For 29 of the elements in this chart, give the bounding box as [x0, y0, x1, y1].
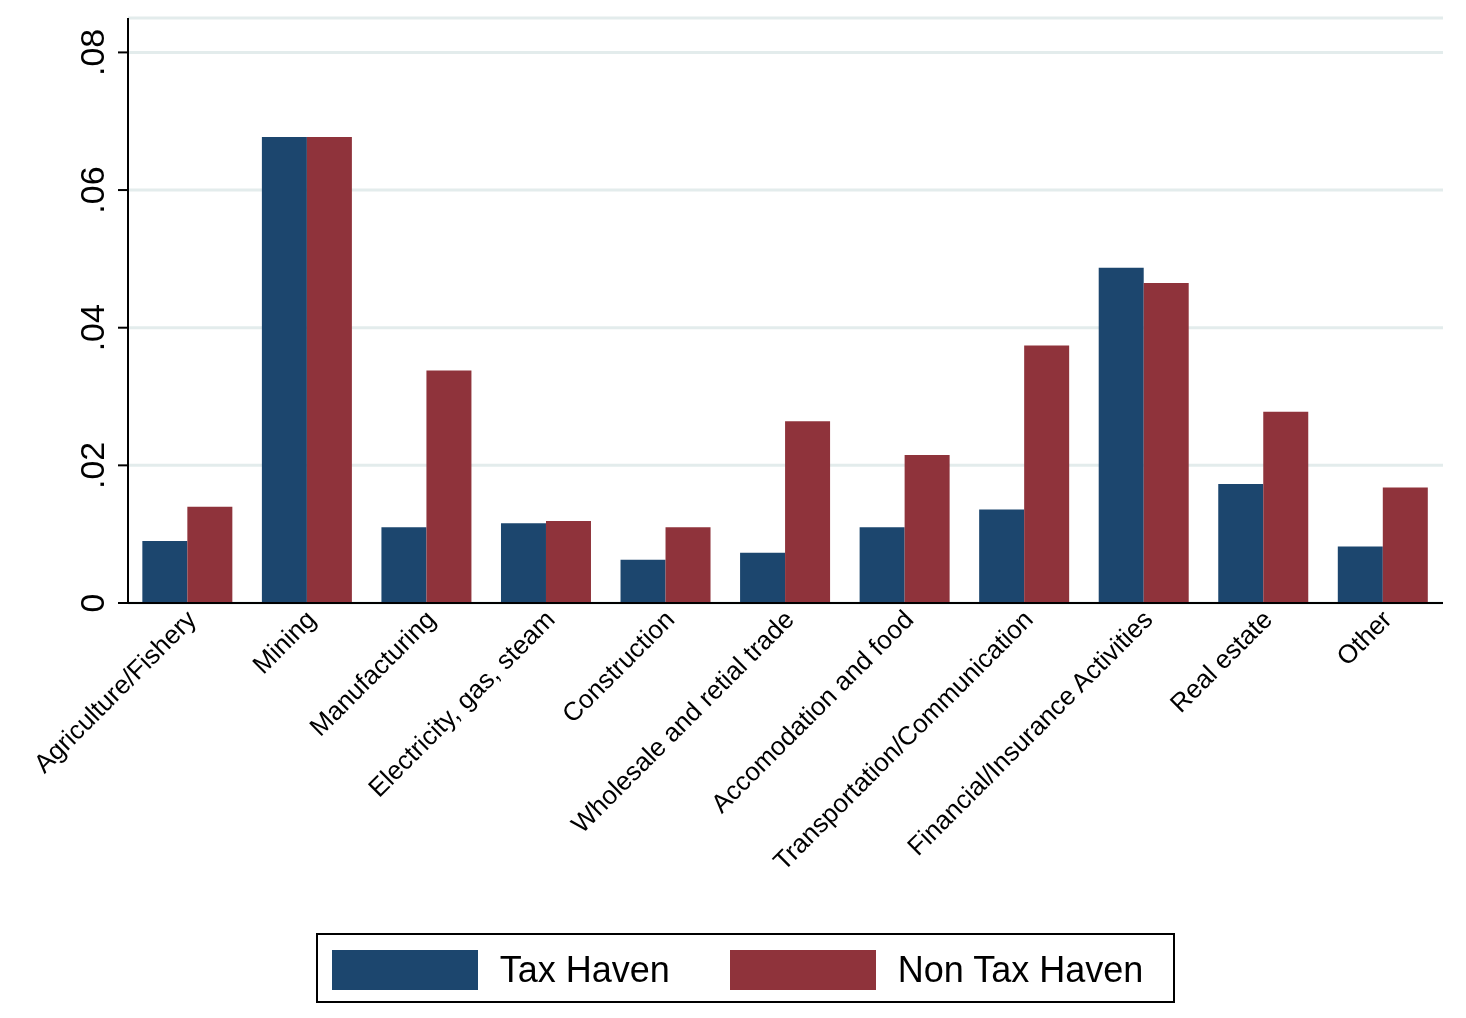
- bar: [142, 541, 188, 603]
- bar: [545, 521, 591, 603]
- bar: [1263, 411, 1309, 603]
- bar: [665, 527, 711, 603]
- bar: [426, 370, 472, 603]
- bar: [187, 506, 233, 603]
- bar: [904, 455, 950, 603]
- bar: [859, 527, 905, 603]
- bar: [500, 523, 546, 603]
- bar: [261, 137, 307, 603]
- bar: [1218, 483, 1264, 603]
- bar: [785, 421, 831, 603]
- bar: [620, 559, 666, 603]
- bar: [1337, 546, 1383, 603]
- bar: [1382, 487, 1428, 603]
- legend-label: Non Tax Haven: [897, 949, 1144, 991]
- bar: [1143, 282, 1189, 603]
- y-tick-label: 0: [73, 593, 111, 613]
- bar: [306, 137, 352, 603]
- y-tick-label: .02: [73, 441, 111, 489]
- y-tick-label: .06: [73, 166, 111, 214]
- legend-label: Tax Haven: [499, 949, 670, 991]
- bar: [1024, 345, 1070, 603]
- y-tick-label: .04: [73, 304, 111, 352]
- bar: [381, 527, 427, 603]
- bar: [1098, 267, 1144, 603]
- bar: [740, 552, 786, 603]
- bar: [979, 509, 1025, 603]
- y-tick-label: .08: [73, 28, 111, 77]
